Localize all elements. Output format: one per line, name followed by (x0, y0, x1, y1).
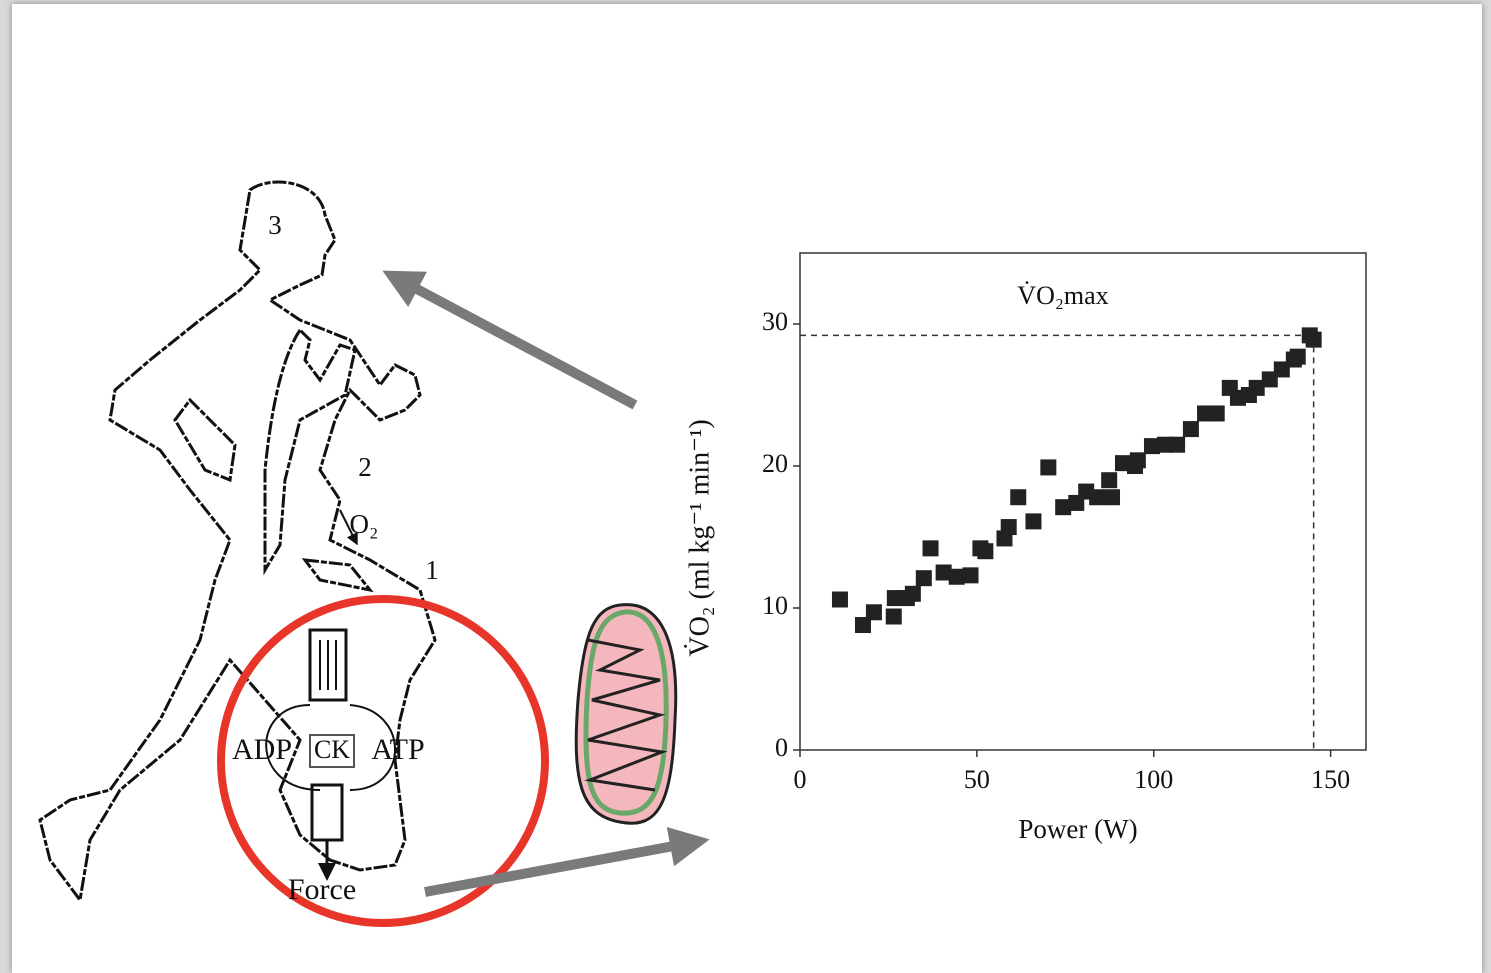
point (1000, 519, 1017, 536)
y-tick-label: 30 (762, 307, 788, 336)
point (915, 570, 932, 587)
slide-canvas: 3 2 O₂ 1 ADP CK ATP Force 0 50 100 150 0 10 20… (38, 180, 1367, 927)
point (831, 591, 848, 608)
point (886, 590, 903, 607)
x-tick-label: 50 (964, 765, 990, 794)
point (1104, 489, 1121, 506)
point (922, 540, 939, 557)
label: ATP (371, 733, 424, 766)
point (854, 617, 871, 634)
slide: 3 2 O₂ 1 ADP CK ATP Force 0 50 100 150 0 10 20… (12, 4, 1482, 973)
o2-arrow (339, 509, 358, 546)
label: Force (288, 873, 356, 906)
point (1143, 438, 1160, 455)
point (1101, 472, 1118, 489)
arrow-to-head (382, 270, 638, 410)
plot-frame (799, 252, 1367, 751)
ck-box (309, 734, 355, 768)
point (1169, 436, 1186, 453)
y-axis-label: V̇O₂ (ml kg⁻¹ min⁻¹) (684, 419, 715, 656)
point (1289, 348, 1306, 365)
mito-icon (308, 628, 348, 702)
point (1305, 331, 1322, 348)
y-tick-label: 0 (775, 733, 788, 762)
highlight-circle (217, 595, 549, 927)
cycle-arrows (265, 704, 396, 791)
point (935, 564, 952, 581)
x-axis-label: Power (W) (1018, 814, 1137, 844)
label: 2 (358, 452, 372, 482)
myofibril-icon (310, 783, 344, 842)
label: O₂ (350, 509, 379, 539)
point (1040, 459, 1057, 476)
point (885, 608, 902, 625)
point (1010, 489, 1027, 506)
label: ADP (232, 733, 292, 766)
point (1248, 379, 1265, 396)
y-tick-label: 20 (762, 449, 788, 478)
point (977, 543, 994, 560)
point (948, 568, 965, 585)
point (1025, 513, 1042, 530)
label: 3 (268, 210, 282, 240)
point (1089, 489, 1106, 506)
point (962, 567, 979, 584)
label: 1 (425, 555, 439, 585)
label: CK (314, 735, 350, 764)
y-tick-label: 10 (762, 591, 788, 620)
point (1129, 452, 1146, 469)
point (1208, 405, 1225, 422)
annotation: V̇O₂max (1017, 281, 1108, 310)
point (1261, 371, 1278, 388)
point (1273, 361, 1290, 378)
point (865, 604, 882, 621)
x-tick-label: 150 (1311, 765, 1350, 794)
arrow-to-chart (424, 826, 710, 897)
point (1055, 499, 1072, 516)
point (1157, 436, 1174, 453)
point (904, 585, 921, 602)
point (1182, 421, 1199, 438)
mitochondrion (574, 603, 678, 825)
mito-cristae (319, 640, 337, 690)
runner-outline (38, 180, 437, 904)
x-tick-label: 100 (1134, 765, 1173, 794)
point (1114, 455, 1131, 472)
x-tick-label: 0 (794, 765, 807, 794)
